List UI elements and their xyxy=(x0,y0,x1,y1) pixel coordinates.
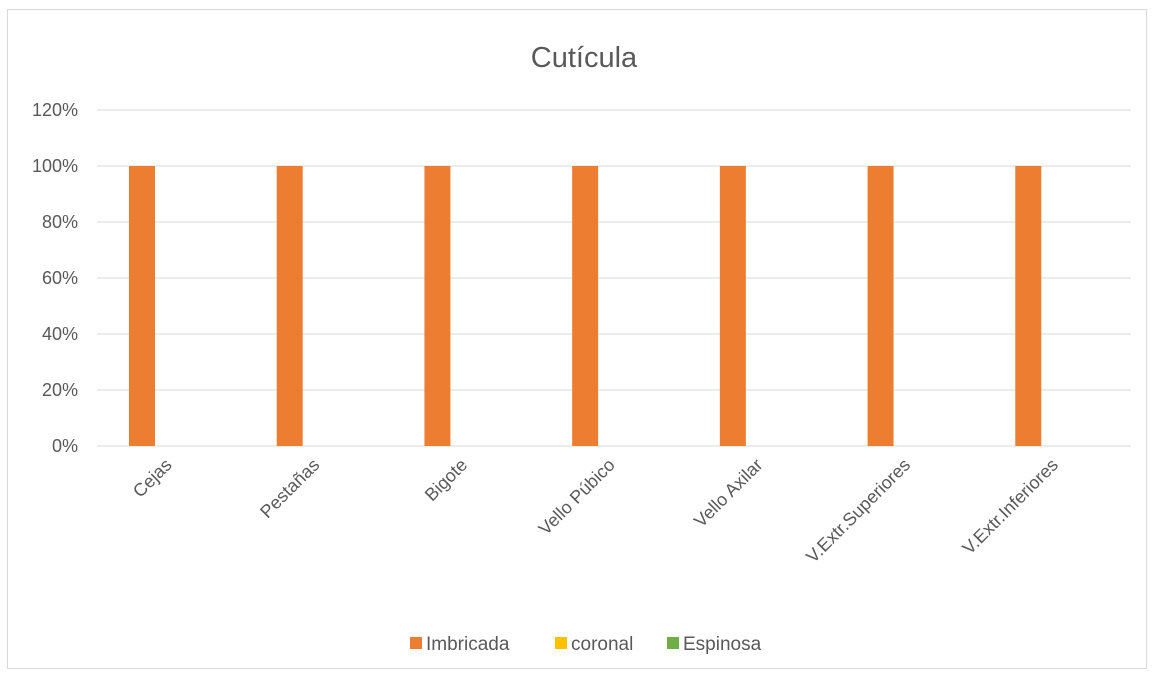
y-tick-label: 120% xyxy=(32,100,78,120)
x-axis-tick-labels: Cejas Pestañas Bigote Vello Púbico Vello Axi… xyxy=(129,455,1062,567)
bar-imbricada-5 xyxy=(867,166,894,446)
bars xyxy=(129,166,1042,446)
x-tick-label: Bigote xyxy=(421,455,471,505)
y-tick-label: 80% xyxy=(42,212,78,232)
bar-imbricada-0 xyxy=(129,166,155,446)
x-tick-label: Vello Axilar xyxy=(690,455,766,531)
y-tick-label: 60% xyxy=(42,268,78,288)
x-tick-label: Vello Púbico xyxy=(535,455,619,539)
bar-imbricada-3 xyxy=(572,166,599,446)
gridlines xyxy=(97,109,1131,447)
legend-swatch-imbricada xyxy=(410,637,422,649)
legend-label: Imbricada xyxy=(426,634,510,655)
legend-swatch-coronal xyxy=(555,637,567,649)
x-tick-label: Cejas xyxy=(129,455,176,502)
legend-label: coronal xyxy=(571,634,633,655)
bar-imbricada-1 xyxy=(276,166,303,446)
bar-imbricada-4 xyxy=(719,166,746,446)
y-tick-label: 20% xyxy=(42,380,78,400)
bar-imbricada-6 xyxy=(1015,166,1042,446)
legend-label: Espinosa xyxy=(683,634,762,655)
y-axis-tick-labels: 0% 20% 40% 60% 80% 100% 120% xyxy=(32,100,78,456)
x-tick-label: Pestañas xyxy=(256,455,323,522)
chart-title: Cutícula xyxy=(531,42,638,74)
y-tick-label: 40% xyxy=(42,324,78,344)
x-tick-label: V.Extr.Inferiores xyxy=(958,455,1062,559)
legend-swatch-espinosa xyxy=(667,637,679,649)
x-tick-label: V.Extr.Superiores xyxy=(802,455,914,567)
legend: Imbricada coronal Espinosa xyxy=(410,634,762,655)
y-tick-label: 0% xyxy=(52,436,78,456)
bar-imbricada-2 xyxy=(424,166,451,446)
y-tick-label: 100% xyxy=(32,156,78,176)
